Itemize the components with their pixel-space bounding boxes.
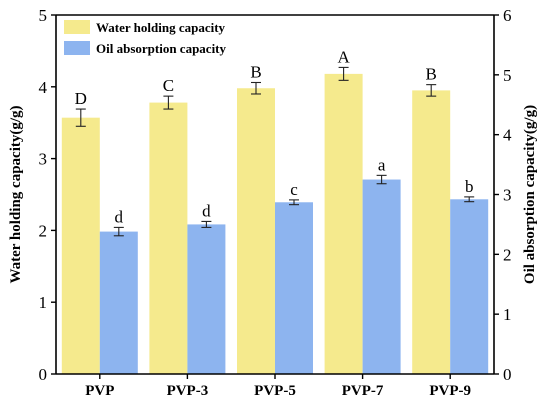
y-left-tick-label: 5: [39, 6, 48, 25]
significance-label: D: [75, 89, 87, 108]
y-right-tick-label: 6: [503, 6, 512, 25]
x-tick-label: PVP-5: [254, 383, 296, 399]
significance-label: c: [290, 180, 298, 199]
legend-swatch-water: [64, 20, 90, 34]
y-right-tick-label: 1: [503, 305, 512, 324]
legend-swatch-oil: [64, 41, 90, 55]
significance-label: b: [465, 177, 474, 196]
legend-label-water: Water holding capacity: [96, 20, 226, 35]
y-right-tick-label: 5: [503, 66, 512, 85]
bar-water-pvp-7: [324, 73, 363, 374]
significance-label: C: [163, 76, 174, 95]
bar-oil-pvp-3: [187, 224, 226, 374]
y-right-axis-title: Oil absorption capacity(g/g): [522, 105, 538, 284]
bar-water-pvp-5: [237, 88, 275, 375]
significance-label: B: [426, 65, 437, 84]
bar-water-pvp: [61, 117, 100, 374]
bar-oil-pvp: [99, 231, 138, 374]
y-left-tick-label: 0: [39, 365, 48, 384]
bar-water-pvp-9: [412, 90, 451, 374]
x-tick-label: PVP-9: [429, 383, 471, 399]
bars-layer: Dd Cd Bc Aa Bb: [61, 47, 489, 375]
axes-layer: PVP PVP-3 PVP-5 PVP-7 PVP-9 0 1 2 3 4 5 0 1 2 3 4 5 6 Wate…: [8, 6, 538, 399]
y-left-tick-label: 2: [39, 221, 48, 240]
y-right-tick-label: 3: [503, 186, 512, 205]
significance-label: a: [378, 155, 386, 174]
y-left-axis-title: Water holding capacity(g/g): [8, 105, 24, 283]
y-left-tick-label: 3: [39, 150, 48, 169]
legend-label-oil: Oil absorption capacity: [96, 41, 227, 56]
x-tick-label: PVP-3: [167, 383, 209, 399]
y-left-tick-label: 1: [39, 293, 48, 312]
bar-oil-pvp-5: [275, 202, 313, 374]
bar-water-pvp-3: [149, 102, 188, 374]
significance-label: d: [202, 201, 211, 220]
y-right-tick-label: 2: [503, 245, 512, 264]
y-right-tick-label: 0: [503, 365, 512, 384]
y-left-tick-label: 4: [39, 78, 48, 97]
bar-oil-pvp-7: [362, 179, 401, 374]
legend: Water holding capacity Oil absorption cap…: [64, 20, 227, 56]
bar-oil-pvp-9: [450, 199, 489, 374]
x-tick-label: PVP: [85, 383, 114, 399]
significance-label: d: [115, 207, 124, 226]
significance-label: B: [250, 62, 261, 81]
significance-label: A: [337, 47, 350, 66]
x-tick-label: PVP-7: [342, 383, 384, 399]
y-right-tick-label: 4: [503, 126, 512, 145]
